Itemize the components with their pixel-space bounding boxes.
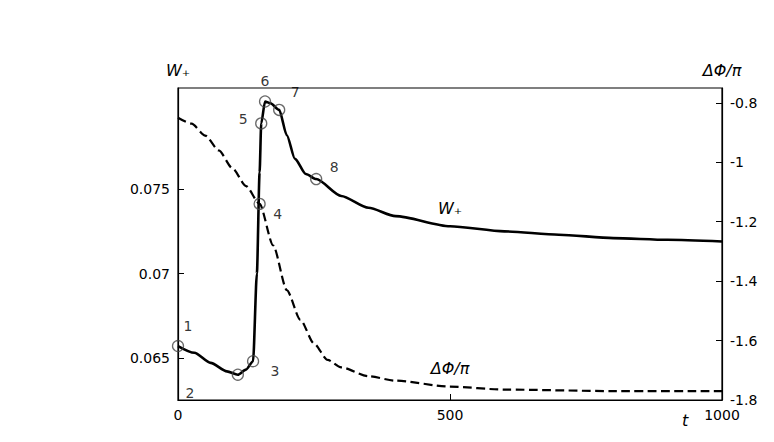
svg-text:ΔΦ/π: ΔΦ/π [701, 61, 742, 80]
svg-text:1: 1 [184, 318, 193, 334]
svg-text:0.075: 0.075 [130, 181, 170, 197]
svg-text:7: 7 [291, 84, 300, 100]
svg-text:0: 0 [174, 407, 183, 423]
svg-text:W₊: W₊ [438, 199, 462, 218]
svg-text:-0.8: -0.8 [730, 95, 757, 111]
svg-text:-1.4: -1.4 [730, 273, 757, 289]
svg-text:-1.8: -1.8 [730, 392, 757, 408]
svg-text:8: 8 [330, 159, 339, 175]
svg-text:0.065: 0.065 [130, 350, 170, 366]
svg-text:-1.6: -1.6 [730, 333, 757, 349]
svg-text:1000: 1000 [704, 407, 740, 423]
svg-text:2: 2 [185, 385, 194, 401]
svg-text:-1.2: -1.2 [730, 214, 757, 230]
svg-text:5: 5 [239, 111, 248, 127]
svg-text:t: t [682, 411, 689, 430]
svg-text:-1: -1 [730, 154, 744, 170]
svg-text:W₊: W₊ [166, 61, 190, 80]
svg-text:3: 3 [271, 363, 280, 379]
svg-text:0.07: 0.07 [139, 266, 170, 282]
svg-text:6: 6 [261, 73, 270, 89]
svg-text:500: 500 [437, 407, 464, 423]
svg-text:ΔΦ/π: ΔΦ/π [429, 359, 470, 378]
svg-text:4: 4 [273, 206, 282, 222]
